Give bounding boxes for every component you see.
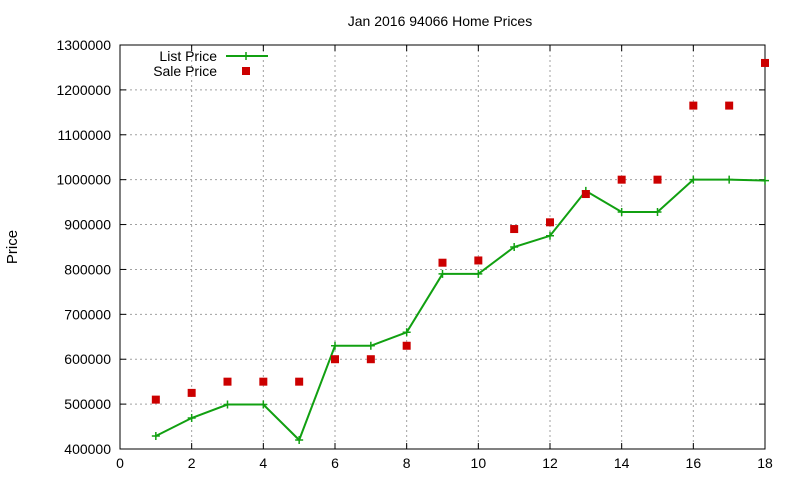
grid xyxy=(120,45,765,449)
sale-price-point xyxy=(761,58,769,67)
list-price-point xyxy=(223,400,232,409)
y-axis-label: Price xyxy=(4,230,21,264)
sale-price-point xyxy=(259,377,268,386)
legend-list-price-marker xyxy=(242,52,250,60)
sale-price-point xyxy=(474,256,483,265)
sale-price-point xyxy=(581,190,590,199)
x-tick-label: 16 xyxy=(686,455,702,471)
y-tick-label: 800000 xyxy=(64,261,111,277)
list-price-point xyxy=(187,414,196,423)
list-price-point xyxy=(546,231,554,240)
y-tick-label: 900000 xyxy=(64,217,111,233)
legend-list-price-label: List Price xyxy=(159,48,217,64)
legend: List Price Sale Price xyxy=(153,48,268,79)
sale-price-point xyxy=(295,377,304,386)
series xyxy=(151,58,769,445)
sale-price-point xyxy=(402,341,411,350)
x-tick-label: 6 xyxy=(331,455,339,471)
sale-price-point xyxy=(331,355,339,364)
list-price-point xyxy=(331,341,339,350)
list-price-line xyxy=(155,178,766,442)
sale-price-point xyxy=(725,101,734,110)
list-price-point xyxy=(689,175,698,184)
y-tick-label: 700000 xyxy=(64,306,111,322)
list-price-point xyxy=(474,269,483,278)
x-tick-label: 14 xyxy=(614,455,630,471)
sale-price-point xyxy=(510,225,519,234)
axis-ticks: 400000 500000 600000 700000 800000 900000 1000… xyxy=(56,37,773,471)
legend-sale-price-marker xyxy=(242,67,250,75)
list-price-point xyxy=(653,207,662,216)
x-tick-label: 2 xyxy=(188,455,196,471)
chart-title: Jan 2016 94066 Home Prices xyxy=(348,13,532,29)
plot-frame xyxy=(119,44,766,450)
y-tick-label: 1000000 xyxy=(56,172,111,188)
list-price-point xyxy=(402,328,411,337)
x-tick-label: 12 xyxy=(542,455,558,471)
y-tick-label: 1300000 xyxy=(56,37,111,53)
y-tick-label: 1200000 xyxy=(56,82,111,98)
y-tick-label: 400000 xyxy=(64,441,111,457)
list-price-point xyxy=(725,175,734,184)
y-tick-label: 600000 xyxy=(64,351,111,367)
sale-price-point xyxy=(223,377,232,386)
list-price-point xyxy=(259,400,268,409)
list-price-point xyxy=(510,243,519,251)
sale-price-point xyxy=(187,388,196,397)
legend-sale-price-label: Sale Price xyxy=(153,63,217,79)
x-tick-label: 4 xyxy=(259,455,267,471)
list-price-point xyxy=(151,431,160,440)
y-tick-label: 500000 xyxy=(64,396,111,412)
list-price-point xyxy=(617,207,626,216)
list-price-point xyxy=(366,341,375,350)
x-tick-label: 8 xyxy=(403,455,411,471)
x-tick-label: 10 xyxy=(471,455,487,471)
sale-price-point xyxy=(653,175,662,184)
list-price-point xyxy=(438,269,447,278)
y-tick-label: 1100000 xyxy=(58,127,112,143)
x-tick-label: 0 xyxy=(116,455,124,471)
sale-price-point xyxy=(366,355,375,364)
list-price-point xyxy=(761,176,769,185)
list-price-point xyxy=(295,436,304,445)
sale-price-point xyxy=(617,175,626,184)
sale-price-point xyxy=(546,218,554,227)
sale-price-point xyxy=(438,258,447,267)
x-tick-label: 18 xyxy=(757,455,773,471)
sale-price-point xyxy=(689,101,698,110)
sale-price-point xyxy=(151,395,160,404)
